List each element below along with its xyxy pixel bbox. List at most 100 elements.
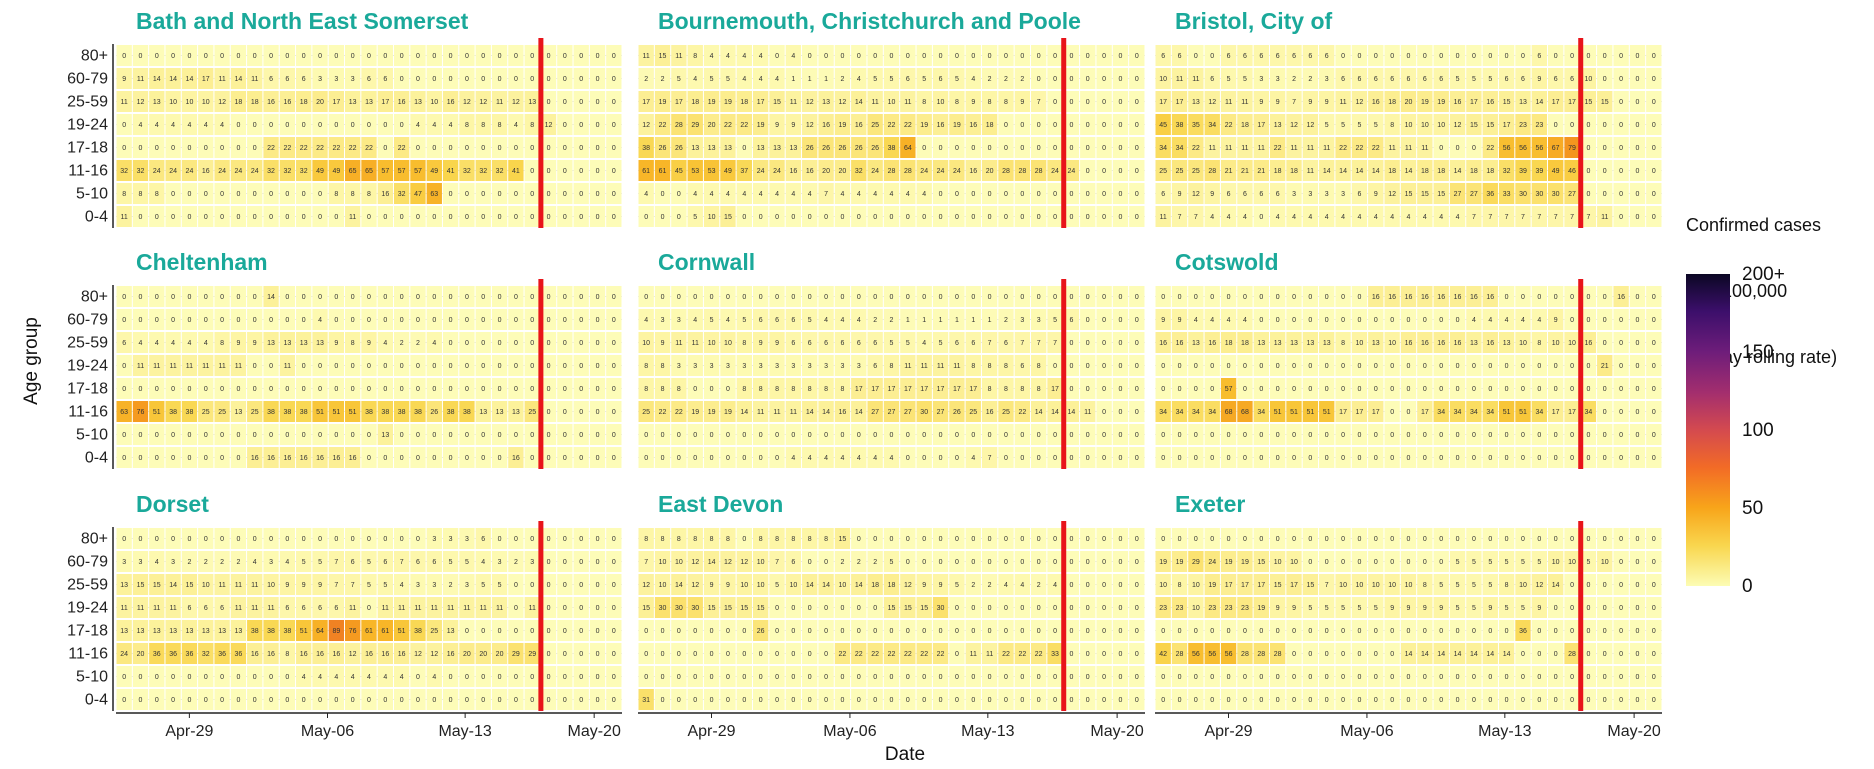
cell-value: 0 (334, 214, 338, 221)
cell-value: 16 (283, 455, 291, 462)
heatmap-cell (1096, 666, 1112, 687)
cell-value: 0 (334, 386, 338, 393)
heatmap-cell (1237, 286, 1253, 307)
heatmap-cell (1417, 183, 1433, 204)
cell-value: 0 (1243, 697, 1247, 704)
cell-value: 0 (612, 674, 616, 681)
cell-value: 0 (677, 191, 681, 198)
cell-value: 14 (1421, 651, 1429, 658)
cell-value: 0 (661, 455, 665, 462)
cell-value: 11 (431, 605, 438, 612)
cell-value: 0 (1554, 455, 1558, 462)
heatmap-cell (589, 401, 606, 422)
cell-value: 2 (840, 76, 844, 83)
cell-value: 16 (267, 455, 275, 462)
cell-value: 11 (970, 651, 977, 658)
heatmap-cell (785, 643, 802, 664)
heatmap-cell (1515, 620, 1531, 641)
heatmap-cell (361, 597, 377, 618)
cell-value: 0 (1069, 432, 1073, 439)
heatmap-cell (247, 355, 263, 376)
cell-value: 8 (351, 340, 355, 347)
heatmap-cell (508, 68, 524, 89)
heatmap-cell (426, 574, 442, 595)
heatmap-cell (1433, 355, 1449, 376)
cell-value: 0 (367, 605, 371, 612)
heatmap-cell (459, 689, 475, 710)
heatmap-cell (851, 137, 867, 158)
heatmap-cell (279, 309, 296, 330)
cell-value: 28 (1274, 651, 1282, 658)
heatmap-cell (1286, 91, 1302, 112)
heatmap-cell (818, 666, 834, 687)
heatmap-cell (524, 689, 540, 710)
heatmap-cell (1417, 206, 1433, 227)
cell-value: 0 (1102, 628, 1106, 635)
heatmap-cell (1482, 309, 1498, 330)
cell-value: 8 (791, 536, 795, 543)
cell-value: 0 (204, 214, 208, 221)
cell-value: 28 (888, 168, 896, 175)
heatmap-cell (508, 114, 524, 135)
cell-value: 0 (1086, 628, 1090, 635)
cell-value: 0 (383, 455, 387, 462)
cell-value: 14 (1372, 168, 1380, 175)
heatmap-cell (524, 355, 540, 376)
heatmap-cell (459, 332, 475, 353)
cell-value: 0 (139, 317, 143, 324)
cell-value: 6 (302, 605, 306, 612)
cell-value: 0 (187, 145, 191, 152)
heatmap-cell (1155, 401, 1171, 422)
heatmap-cell (834, 137, 851, 158)
heatmap-cell (1580, 620, 1597, 641)
heatmap-cell (1580, 447, 1597, 468)
cell-value: 0 (1603, 432, 1607, 439)
cell-value: 0 (710, 294, 714, 301)
cell-value: 4 (1194, 317, 1198, 324)
cell-value: 0 (1537, 697, 1541, 704)
heatmap-cell (214, 666, 230, 687)
cell-value: 8 (465, 122, 469, 129)
cell-value: 0 (1652, 455, 1656, 462)
cell-value: 6 (1521, 76, 1525, 83)
heatmap-cell (654, 332, 671, 353)
cell-value: 4 (775, 76, 779, 83)
cell-value: 23 (1535, 122, 1543, 129)
cell-value: 0 (253, 214, 257, 221)
heatmap-cell (1629, 643, 1646, 664)
cell-value: 0 (1357, 386, 1361, 393)
heatmap-cell (1351, 183, 1368, 204)
cell-value: 26 (806, 145, 814, 152)
cell-value: 56 (1519, 145, 1527, 152)
age-tick-label: 17-18 (67, 623, 108, 640)
cell-value: 15 (642, 605, 650, 612)
heatmap-cell (1646, 183, 1662, 204)
heatmap-cell (1400, 137, 1417, 158)
heatmap-cell (1368, 355, 1384, 376)
heatmap-cell (263, 68, 279, 89)
heatmap-cell (165, 68, 181, 89)
cell-value: 0 (253, 697, 257, 704)
cell-value: 21 (1601, 363, 1609, 370)
heatmap-cell (181, 401, 198, 422)
cell-value: 0 (1276, 536, 1280, 543)
heatmap-cell (296, 620, 312, 641)
cell-value: 0 (285, 386, 289, 393)
heatmap-cell (263, 183, 279, 204)
heatmap-cell (1319, 378, 1335, 399)
heatmap-cell (214, 137, 230, 158)
cell-value: 13 (822, 99, 830, 106)
cell-value: 5 (1325, 122, 1329, 129)
heatmap-cell (949, 183, 965, 204)
cell-value: 32 (1503, 168, 1511, 175)
cell-value: 0 (1521, 697, 1525, 704)
cell-value: 9 (1325, 99, 1329, 106)
heatmap-cell (916, 206, 932, 227)
cell-value: 0 (1102, 191, 1106, 198)
heatmap-cell (1629, 137, 1646, 158)
cell-value: 0 (1488, 363, 1492, 370)
heatmap-cell (606, 309, 622, 330)
cell-value: 16 (1437, 294, 1445, 301)
cell-value: 13 (724, 145, 732, 152)
heatmap-cell (834, 597, 851, 618)
